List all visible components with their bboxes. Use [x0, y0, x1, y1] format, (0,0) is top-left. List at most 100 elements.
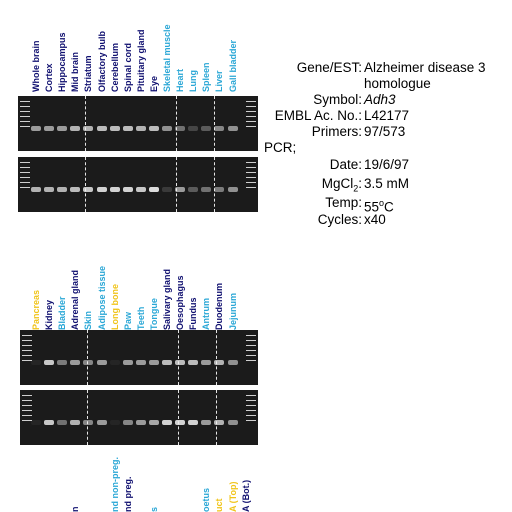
- pcr-band: [148, 126, 159, 132]
- lane-label: Hippocampus: [57, 32, 68, 92]
- pcr-band: [31, 360, 41, 366]
- pcr-band: [175, 187, 186, 193]
- pcr-band: [201, 126, 212, 132]
- ladder-band: [22, 420, 32, 421]
- lane-label: Spinal cord: [122, 42, 133, 92]
- lane-divider: [176, 96, 177, 151]
- pcr-band: [162, 126, 172, 132]
- pcr-band: [214, 187, 225, 193]
- pcr-band: [122, 187, 133, 193]
- temp-key: Temp:: [325, 195, 362, 210]
- pcr-band: [70, 360, 81, 366]
- pcr-label: PCR;: [264, 140, 297, 155]
- embl-value: L42177: [364, 108, 410, 123]
- pcr-band: [175, 420, 186, 426]
- gel-image: [18, 96, 258, 151]
- symbol-row: Symbol: Adh3: [262, 92, 512, 108]
- ladder-band: [246, 162, 256, 163]
- ladder-band: [22, 345, 32, 346]
- lane-label: Jejunum: [227, 292, 238, 330]
- gel-image: [20, 390, 258, 445]
- pcr-band: [96, 360, 107, 366]
- pcr-band: [109, 420, 120, 426]
- pcr-band: [175, 360, 186, 366]
- mgcl-key: MgCl: [321, 176, 354, 191]
- pcr-band: [162, 360, 172, 366]
- lane-divider: [214, 157, 215, 212]
- gene-row: Gene/EST: Alzheimer disease 3: [262, 60, 512, 76]
- mgcl-row: MgCl2: 3.5 mM: [262, 176, 512, 195]
- ladder-band: [246, 126, 256, 127]
- ladder-band: [20, 106, 30, 107]
- ladder-band: [246, 111, 256, 112]
- pcr-band: [109, 360, 120, 366]
- pcr-band: [83, 360, 94, 366]
- pcr-band: [227, 360, 238, 366]
- temp-unit: C: [384, 199, 394, 215]
- date-row: Date: 19/6/97: [262, 157, 512, 176]
- lane-label: Lung: [188, 70, 199, 92]
- ladder-band: [246, 177, 256, 178]
- lane-label: nd non-preg.: [109, 457, 120, 512]
- pcr-band: [135, 420, 146, 426]
- lane-label: Adipose tissue: [96, 265, 107, 330]
- lane-label: Pituitary gland: [135, 29, 146, 92]
- pcr-band: [162, 420, 172, 426]
- pcr-band: [188, 126, 199, 132]
- lane-label: Antrum: [201, 298, 212, 330]
- ladder-band: [246, 121, 256, 122]
- pcr-band: [201, 187, 212, 193]
- lane-label: A (Top): [227, 481, 238, 512]
- ladder-band: [20, 162, 30, 163]
- primers-key: Primers:: [311, 124, 362, 139]
- lane-divider: [85, 96, 86, 151]
- symbol-key: Symbol:: [313, 92, 362, 107]
- lane-label: Olfactory bulb: [96, 30, 107, 92]
- pcr-band: [214, 360, 225, 366]
- lane-label: Liver: [214, 70, 225, 92]
- ladder-band: [20, 187, 30, 188]
- primers-row: Primers: 97/573: [262, 124, 512, 140]
- gene-value: Alzheimer disease 3: [364, 60, 486, 75]
- lane-label: Mid brain: [70, 52, 81, 92]
- pcr-band: [57, 126, 68, 132]
- lane-label: Skin: [83, 310, 94, 330]
- pcr-band: [201, 420, 212, 426]
- lane-label: Kidney: [44, 299, 55, 330]
- ladder-band: [246, 355, 256, 356]
- ladder-band: [246, 172, 256, 173]
- pcr-band: [44, 126, 55, 132]
- date-value: 19/6/97: [364, 157, 410, 172]
- pcr-band: [44, 360, 55, 366]
- lane-label: Spleen: [201, 62, 212, 92]
- ladder-band: [20, 177, 30, 178]
- ladder-band: [246, 405, 256, 406]
- gene-key: Gene/EST:: [296, 60, 362, 75]
- lane-divider: [178, 330, 179, 385]
- ladder-band: [246, 106, 256, 107]
- ladder-band: [22, 395, 32, 396]
- mgcl-colon: :: [358, 176, 362, 191]
- pcr-band: [70, 187, 81, 193]
- temp-value: 55: [364, 199, 380, 215]
- ladder-band: [22, 405, 32, 406]
- ladder-band: [246, 420, 256, 421]
- lane-label: Duodenum: [214, 283, 225, 330]
- date-key: Date:: [329, 157, 362, 172]
- pcr-band: [122, 126, 133, 132]
- ladder-band: [22, 350, 32, 351]
- pcr-band: [201, 360, 212, 366]
- temp-degree: o: [379, 198, 385, 208]
- primers-value: 97/573: [364, 124, 406, 139]
- lane-label: Cerebellum: [109, 42, 120, 92]
- ladder-band: [246, 400, 256, 401]
- gel-image: [18, 157, 258, 212]
- pcr-band: [70, 420, 81, 426]
- ladder-band: [246, 395, 256, 396]
- pcr-band: [214, 126, 225, 132]
- pcr-band: [83, 187, 94, 193]
- temp-row: Temp: 55oC: [262, 195, 512, 215]
- pcr-band: [162, 187, 172, 193]
- lane-label: Whole brain: [31, 40, 41, 93]
- lane-divider: [87, 390, 88, 445]
